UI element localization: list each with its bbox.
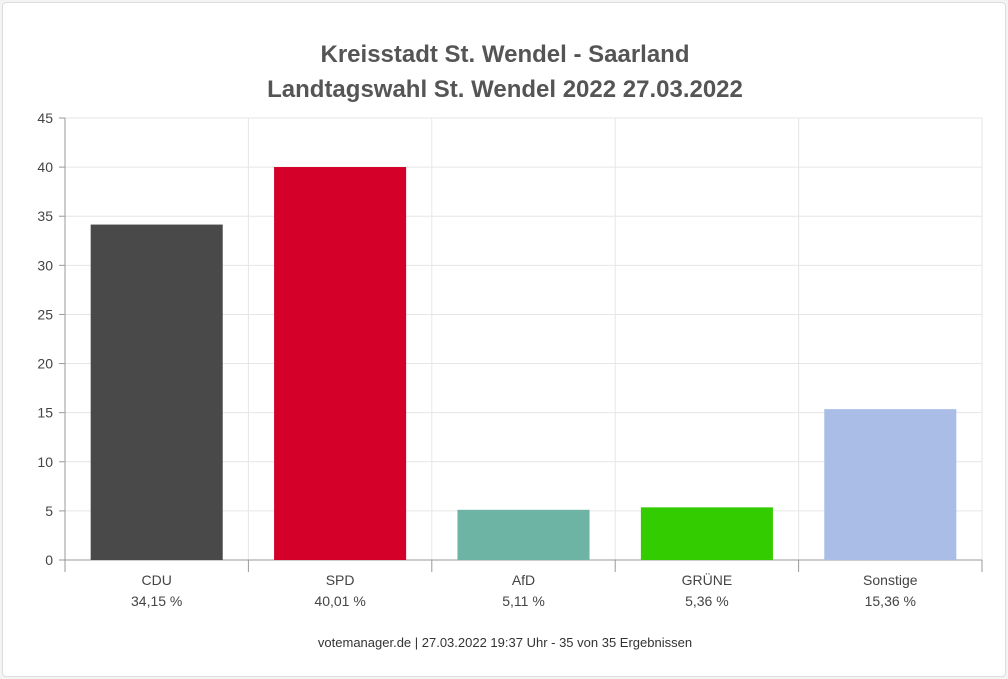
bar-afd [457, 510, 589, 560]
bar-sonstige [824, 409, 956, 560]
y-tick-label: 20 [37, 356, 53, 372]
bar-cdu [91, 225, 223, 560]
bar-value-label: 34,15 % [131, 593, 182, 609]
y-tick-label: 40 [37, 159, 53, 175]
x-tick-label: CDU [142, 572, 172, 588]
x-tick-label: SPD [326, 572, 355, 588]
y-tick-label: 45 [37, 110, 53, 126]
x-tick-label: AfD [512, 572, 535, 588]
y-tick-label: 30 [37, 257, 53, 273]
bar-value-label: 5,36 % [685, 593, 729, 609]
y-tick-label: 35 [37, 208, 53, 224]
bar-value-label: 40,01 % [314, 593, 365, 609]
bar-grüne [641, 507, 773, 560]
bar-spd [274, 167, 406, 560]
y-tick-label: 15 [37, 405, 53, 421]
bar-value-label: 5,11 % [502, 593, 545, 609]
y-tick-label: 5 [45, 503, 53, 519]
y-tick-label: 25 [37, 306, 53, 322]
y-tick-label: 0 [45, 552, 53, 568]
bar-value-label: 15,36 % [865, 593, 916, 609]
x-tick-label: GRÜNE [682, 571, 733, 588]
x-tick-label: Sonstige [863, 572, 918, 588]
y-tick-label: 10 [37, 454, 53, 470]
